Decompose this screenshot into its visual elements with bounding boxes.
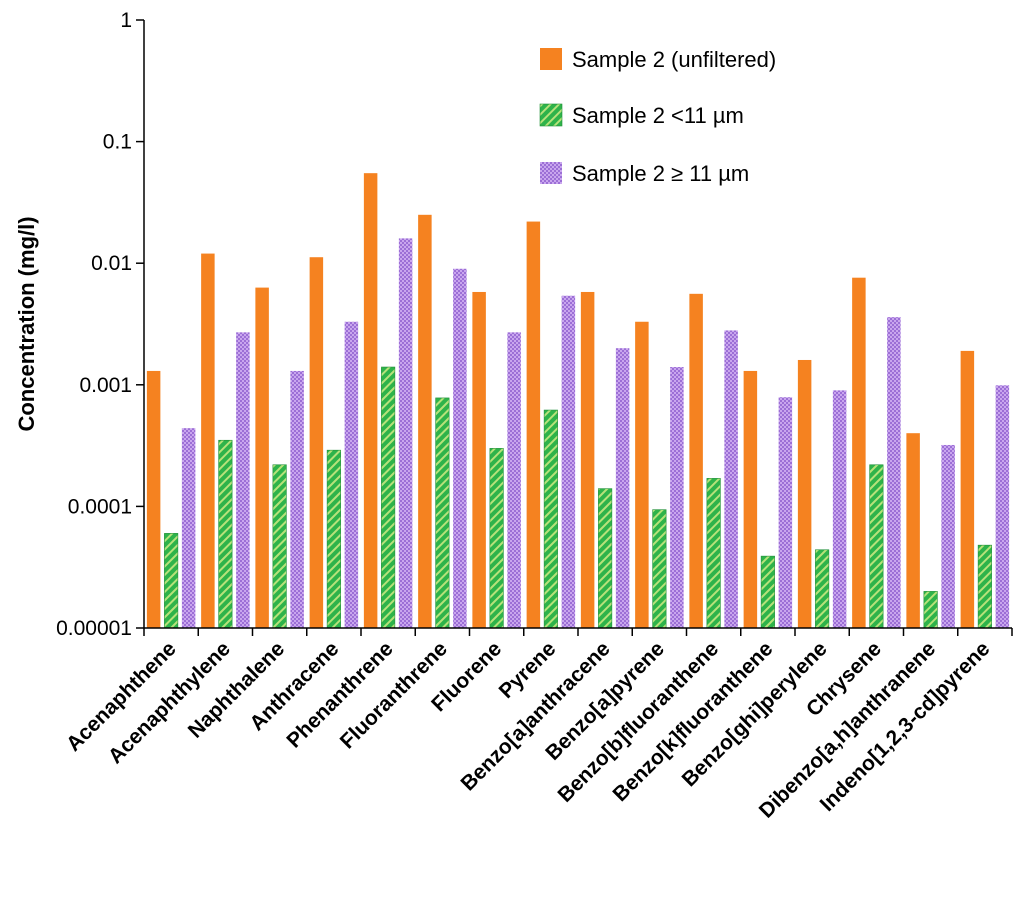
- bar-unfiltered: [580, 291, 595, 628]
- legend-label: Sample 2 (unfiltered): [572, 47, 776, 72]
- bar-lt-11um: [869, 464, 884, 629]
- bar-lt-11um: [272, 464, 287, 629]
- bar-ge-11um: [181, 428, 196, 628]
- bar-unfiltered: [472, 291, 486, 628]
- bar-lt-11um: [543, 409, 558, 629]
- bar-ge-11um: [670, 367, 684, 628]
- legend-swatch: [540, 48, 562, 70]
- bar-ge-11um: [290, 370, 304, 628]
- y-tick-label: 0.00001: [56, 617, 132, 640]
- bar-unfiltered: [201, 253, 215, 628]
- legend-label: Sample 2 <11 µm: [572, 103, 744, 128]
- y-ticks: 1 0.1 0.01 0.001 0.0001 0.00001: [56, 9, 144, 640]
- bar-ge-11um: [724, 330, 738, 628]
- legend: Sample 2 (unfiltered) Sample 2 <11 µm Samp…: [539, 47, 776, 186]
- bar-lt-11um: [489, 448, 504, 629]
- bar-lt-11um: [435, 397, 450, 629]
- bar-unfiltered: [526, 221, 541, 628]
- y-tick-label: 0.001: [79, 374, 132, 397]
- legend-label: Sample 2 ≥ 11 µm: [572, 161, 749, 186]
- y-tick-label: 0.0001: [68, 495, 132, 518]
- bar-unfiltered: [309, 257, 324, 628]
- y-tick-label: 0.01: [91, 252, 132, 275]
- axes: [143, 20, 1012, 629]
- bar-lt-11um: [598, 488, 613, 629]
- bar-ge-11um: [236, 332, 250, 628]
- bar-ge-11um: [398, 238, 413, 628]
- bar-ge-11um: [507, 332, 521, 628]
- bar-unfiltered: [635, 321, 649, 628]
- bar-unfiltered: [743, 370, 758, 628]
- bar-lt-11um: [218, 439, 233, 629]
- bar-lt-11um: [326, 449, 341, 629]
- bar-ge-11um: [344, 321, 359, 628]
- bar-unfiltered: [363, 173, 378, 629]
- legend-swatch: [539, 103, 563, 127]
- y-axis-title: Concentration (mg/l): [14, 216, 39, 431]
- bar-ge-11um: [561, 295, 576, 628]
- bar-lt-11um: [381, 366, 396, 629]
- plot-area: [143, 173, 1013, 636]
- bar-ge-11um: [778, 397, 793, 628]
- bar-lt-11um: [923, 591, 938, 629]
- bar-ge-11um: [995, 385, 1010, 628]
- bar-unfiltered: [146, 370, 161, 628]
- bar-lt-11um: [815, 549, 830, 629]
- bar-lt-11um: [760, 555, 775, 629]
- bar-unfiltered: [852, 277, 866, 628]
- bar-ge-11um: [615, 348, 630, 628]
- bar-unfiltered: [906, 433, 920, 628]
- bar-ge-11um: [453, 268, 467, 628]
- y-tick-label: 1: [120, 9, 132, 32]
- bar-lt-11um: [164, 533, 179, 629]
- bar-ge-11um: [887, 317, 901, 628]
- bar-lt-11um: [706, 478, 721, 629]
- y-tick-label: 0.1: [103, 131, 132, 154]
- bar-unfiltered: [960, 350, 975, 628]
- bar-ge-11um: [941, 444, 955, 628]
- bar-lt-11um: [652, 509, 667, 629]
- bar-unfiltered: [689, 293, 703, 628]
- bar-unfiltered: [255, 287, 269, 628]
- bar-unfiltered: [797, 359, 812, 628]
- bar-lt-11um: [977, 544, 992, 629]
- bar-unfiltered: [418, 214, 432, 629]
- legend-swatch: [540, 162, 562, 184]
- x-tick-labels: AcenaphtheneAcenaphthyleneNaphthaleneAnt…: [62, 637, 994, 822]
- bar-ge-11um: [832, 390, 847, 628]
